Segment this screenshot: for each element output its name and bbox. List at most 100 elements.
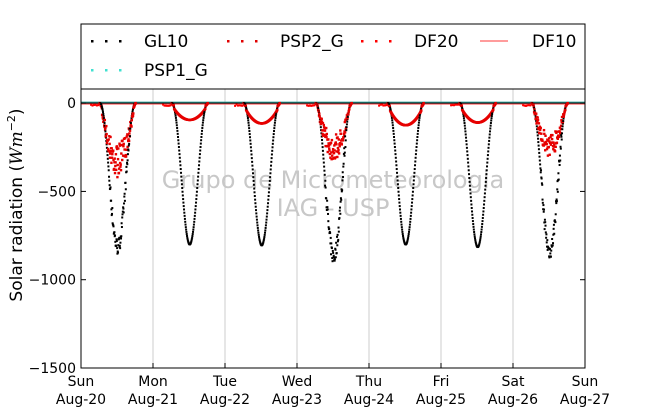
series-psp2g-point [532, 103, 535, 107]
series-gl10-point [268, 183, 271, 186]
series-gl10-point [126, 159, 129, 162]
series-psp2g-point [126, 133, 130, 136]
series-gl10-point [105, 143, 108, 146]
series-psp2g-point [332, 151, 336, 155]
series-gl10-point [255, 209, 258, 212]
series-gl10-point [192, 223, 195, 226]
series-psp2g-point [322, 134, 325, 137]
series-gl10-point [273, 130, 276, 133]
series-psp2g-point [244, 105, 248, 108]
series-gl10-point [106, 157, 109, 160]
series-psp2g-point [321, 132, 324, 136]
series-gl10-point [393, 139, 396, 142]
series-gl10-point [468, 177, 471, 180]
series-psp2g-point [339, 129, 342, 132]
series-psp2g-point [278, 101, 281, 105]
series-gl10-point [559, 147, 562, 150]
series-psp2g-point [534, 118, 538, 121]
series-psp2g-point [111, 152, 114, 156]
series-psp2g-point [320, 120, 324, 123]
series-psp2g-point [119, 168, 123, 172]
series-gl10-point [128, 142, 131, 145]
series-df20-point [91, 104, 94, 107]
series-gl10-point [112, 224, 115, 227]
series-gl10-point [559, 145, 562, 148]
series-gl10-point [488, 133, 491, 136]
series-gl10-point [193, 220, 196, 223]
series-gl10-point [395, 164, 398, 167]
series-gl10-point [116, 250, 119, 253]
series-gl10-point [392, 129, 395, 132]
x-axis: Sun Aug-20 Mon Aug-21 Tue Aug-22 Wed Aug-23 Thu A… [56, 363, 610, 408]
series-psp2g-point [107, 138, 110, 141]
series-gl10-point [268, 179, 271, 182]
series-gl10-point [101, 107, 104, 110]
series-gl10-point [343, 147, 346, 150]
series-gl10-point [269, 176, 272, 179]
series-gl10-point [114, 240, 117, 243]
series-gl10-point [111, 212, 114, 215]
series-gl10-point [484, 180, 487, 183]
series-psp2g-point [558, 130, 561, 133]
series-gl10-point [263, 235, 266, 238]
series-psp2g-point [560, 119, 563, 122]
series-gl10-point [542, 204, 545, 207]
series-gl10-point [115, 245, 118, 248]
series-psp2g-point [124, 155, 128, 158]
series-gl10-point [117, 238, 120, 241]
series-gl10-point [331, 257, 334, 260]
series-gl10-point [478, 243, 481, 246]
series-gl10-point [536, 131, 539, 134]
series-gl10-point [324, 184, 327, 187]
legend-dot-swatch [241, 40, 244, 43]
series-psp2g-point [333, 144, 336, 147]
series-psp2g-point [566, 101, 569, 105]
series-gl10-point [199, 142, 202, 145]
series-psp2g-point [545, 147, 549, 151]
series-gl10-point [399, 214, 402, 217]
series-gl10-point [340, 190, 343, 193]
series-psp2g-point [549, 143, 553, 146]
series-gl10-point [198, 160, 201, 163]
series-psp2g-point [327, 144, 331, 147]
series-gl10-point [271, 149, 274, 152]
x-tick-label: Tue Aug-22 [200, 374, 250, 408]
series-psp2g-point [118, 161, 122, 165]
series-gl10-point [336, 235, 339, 238]
series-gl10-point [339, 200, 342, 203]
series-psp2g-point [317, 110, 320, 113]
series-gl10-point [101, 109, 104, 112]
series-df20-point [162, 103, 165, 106]
series-gl10-point [410, 205, 413, 208]
series-gl10-point [183, 208, 186, 211]
series-gl10-point [416, 132, 419, 135]
series-gl10-point [389, 107, 392, 110]
series-gl10-point [414, 153, 417, 156]
series-psp2g-point [560, 115, 564, 119]
series-gl10-point [330, 242, 333, 245]
series-gl10-point [339, 206, 342, 209]
series-gl10-point [561, 125, 564, 128]
series-psp2g-point [106, 147, 110, 151]
series-gl10-point [463, 124, 466, 127]
series-psp2g-point [325, 132, 329, 136]
series-psp2g-point [539, 126, 542, 130]
series-gl10-point [324, 179, 327, 182]
y-axis-label: Solar radiation (Wm−2) [5, 108, 27, 301]
series-gl10-point [486, 161, 489, 164]
series-psp2g-point [544, 149, 547, 152]
series-psp2g-point [558, 126, 562, 129]
series-psp2g-point [344, 127, 348, 130]
series-df20-point [523, 104, 526, 107]
series-gl10-point [266, 205, 269, 208]
series-psp2g-point [121, 158, 124, 162]
series-gl10-point [472, 228, 475, 231]
series-gl10-point [400, 226, 403, 229]
series-gl10-point [490, 117, 493, 120]
legend-label: PSP1_G [144, 61, 208, 81]
series-gl10-point [418, 119, 421, 122]
series-gl10-point [414, 164, 417, 167]
series-gl10-point [482, 207, 485, 210]
series-gl10-point [258, 239, 261, 242]
series-gl10-point [178, 156, 181, 159]
